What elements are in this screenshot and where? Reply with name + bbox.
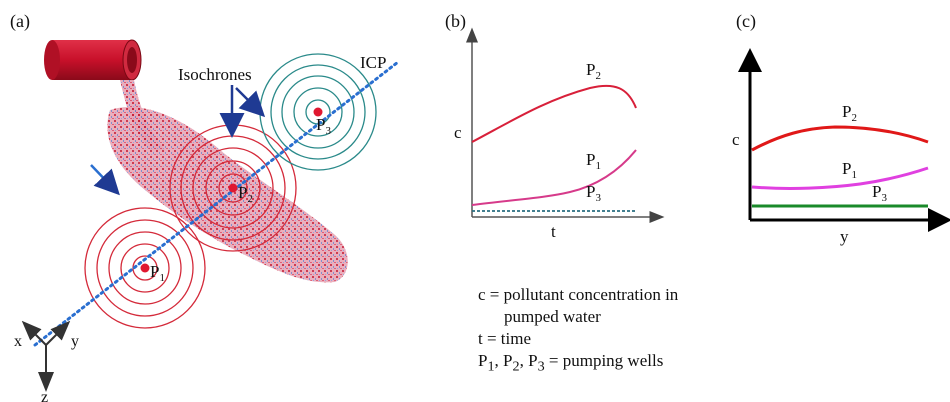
panel-c-label: (c): [736, 11, 756, 32]
ylabel-b: c: [454, 123, 462, 142]
well-label-p2: P2: [238, 183, 253, 205]
series-line-p2-b: [471, 84, 637, 143]
xlabel-b: t: [551, 222, 556, 241]
panel-b-label: (b): [445, 11, 466, 32]
series-label-p3-b: P3: [586, 182, 601, 204]
series-label-p1-b: P1: [586, 150, 601, 172]
xlabel-c: y: [840, 227, 849, 246]
series-line-p2-c: [751, 125, 929, 152]
icp-line: [33, 60, 400, 347]
isochrones-pointer-arrow: [235, 87, 266, 118]
drum-icon: [44, 39, 142, 81]
panel-b: (b) c t P2 P1 P3: [445, 11, 665, 241]
series-label-p3-c: P3: [872, 182, 887, 204]
well-label-p1: P1: [150, 262, 165, 284]
well-label-p3: P3: [316, 115, 331, 137]
well-p3: [313, 107, 323, 117]
legend-line: pumped water: [504, 307, 601, 326]
axis-label-x: x: [14, 333, 22, 350]
pollutant-plume: [107, 106, 348, 283]
legend-line: c = pollutant concentration in: [478, 285, 679, 304]
ylabel-c: c: [732, 130, 740, 149]
panel-a: (a): [10, 11, 400, 402]
series-label-p2-b: P2: [586, 60, 601, 82]
well-p2: [228, 183, 238, 193]
flow-arrow: [90, 164, 120, 196]
panel-c: (c) c y P2 P1 P3: [732, 11, 950, 246]
legend-line: t = time: [478, 329, 532, 348]
isochrones-p1: [84, 207, 206, 329]
axis-label-z: z: [41, 389, 48, 402]
icp-label: ICP: [360, 53, 386, 72]
well-p1: [140, 263, 150, 273]
series-line-p1-c: [751, 166, 929, 190]
isochrones-label: Isochrones: [178, 65, 252, 84]
panel-a-label: (a): [10, 11, 30, 32]
series-label-p2-c: P2: [842, 102, 857, 124]
series-line-p1-b: [471, 149, 637, 206]
legend: c = pollutant concentration in pumped wa…: [478, 284, 678, 377]
axis-label-y: y: [71, 333, 79, 350]
legend-line: P1, P2, P3 = pumping wells: [478, 351, 664, 375]
series-label-p1-c: P1: [842, 159, 857, 181]
coordinate-axes: [21, 320, 71, 392]
